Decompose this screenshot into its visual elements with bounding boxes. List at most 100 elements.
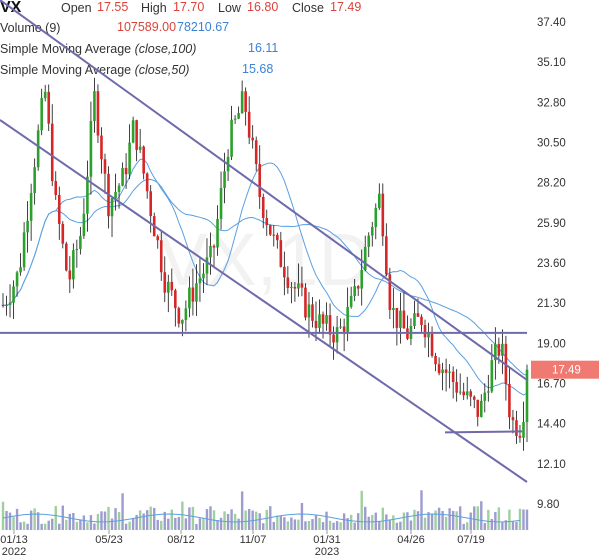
y-axis-tick-label: 35.10 [537,57,566,69]
volume-bar [458,506,462,530]
volume-bar [279,516,283,530]
volume-bar [188,507,191,530]
candle-body [209,245,212,258]
candle-body [434,355,437,365]
volume-bar [174,517,177,530]
candle-body [374,207,378,227]
high-value: 17.70 [173,0,205,14]
candle-body [476,399,480,417]
candle-body [79,236,82,249]
volume-bar [202,518,205,530]
candle-body [423,325,427,338]
sma50-line [2,158,528,396]
volume-bar [364,506,367,530]
volume-bar [191,506,195,530]
candle-body [437,364,441,374]
candle-body [518,435,522,438]
volume-bar [469,512,472,530]
sma50-indicator-label[interactable]: Simple Moving Average (close,50) [0,63,189,77]
volume-bar [177,517,181,530]
volume-bar [138,510,142,530]
channel-upper-trendline[interactable] [0,0,528,381]
candle-body [8,302,12,306]
volume-bar [244,510,247,530]
candle-body [265,218,269,226]
last-price-tag-label: 17.49 [552,365,581,377]
volume-bar [8,512,12,530]
volume-bar [508,509,511,530]
sma100-indicator-label[interactable]: Simple Moving Average (close,100) [0,42,196,56]
volume-bar [494,512,497,530]
y-axis-tick-label: 28.20 [537,178,566,190]
volume-bar [416,511,420,530]
candle-body [230,119,233,157]
volume-bar [153,507,156,530]
volume-bar [121,493,124,530]
candle-body [458,391,462,393]
volume-bar [307,520,311,530]
y-axis-tick-label: 12.10 [537,459,566,471]
volume-bar [100,511,103,530]
volume-bar [335,521,339,530]
candle-body [68,270,72,280]
volume-bar [205,509,209,530]
candle-body [293,286,297,289]
volume-bar [167,518,170,530]
volume-bar [82,515,86,530]
candle-body [128,142,131,175]
volume-bar [61,505,64,530]
candle-body [444,369,448,373]
y-axis-tick-label: 23.60 [537,258,566,270]
candle-body [276,234,279,241]
candle-body [388,274,392,311]
channel-lower-trendline[interactable] [0,119,528,483]
volume-bar [328,520,332,530]
candle-body [89,121,93,177]
candle-body [479,400,483,417]
candle-body [304,287,307,318]
volume-bar [5,510,8,530]
candle-body [237,113,240,119]
candle-body [205,257,209,274]
volume-bar [371,514,374,530]
volume-average-line [2,513,521,523]
candle-body [212,245,216,248]
volume-bar [473,506,476,530]
volume-bar [12,516,15,530]
volume-bar [522,509,525,530]
volume-bar [483,522,486,530]
volume-bar [107,506,110,530]
candle-body [307,304,311,318]
chart-watermark: VX,1D [158,218,372,301]
x-axis-tick-label: 11/07 [240,534,267,546]
candle-body [19,267,22,273]
support-line[interactable] [444,430,523,434]
close-value: 17.49 [330,0,362,14]
volume-bar [219,517,223,530]
volume-bar [135,514,138,530]
candle-body [40,98,43,131]
candle-body [5,305,8,307]
high-label: High [141,1,167,15]
candle-body [392,307,395,311]
x-axis-tick-label: 08/12 [167,534,195,546]
candle-body [300,283,304,288]
volume-bar [342,513,346,530]
volume-bar [44,523,47,530]
candle-body [490,360,494,392]
volume-bar [286,521,290,530]
candle-body [363,246,367,271]
volume-bar [86,522,89,530]
candle-body [142,146,145,174]
candle-body [65,243,68,271]
candle-body [93,91,96,122]
candle-body [325,315,328,324]
volume-bar [311,519,314,530]
candle-body [370,226,374,236]
candle-body [487,391,490,393]
candle-body [427,333,430,338]
candle-body [33,167,36,194]
volume-bar [448,508,451,530]
